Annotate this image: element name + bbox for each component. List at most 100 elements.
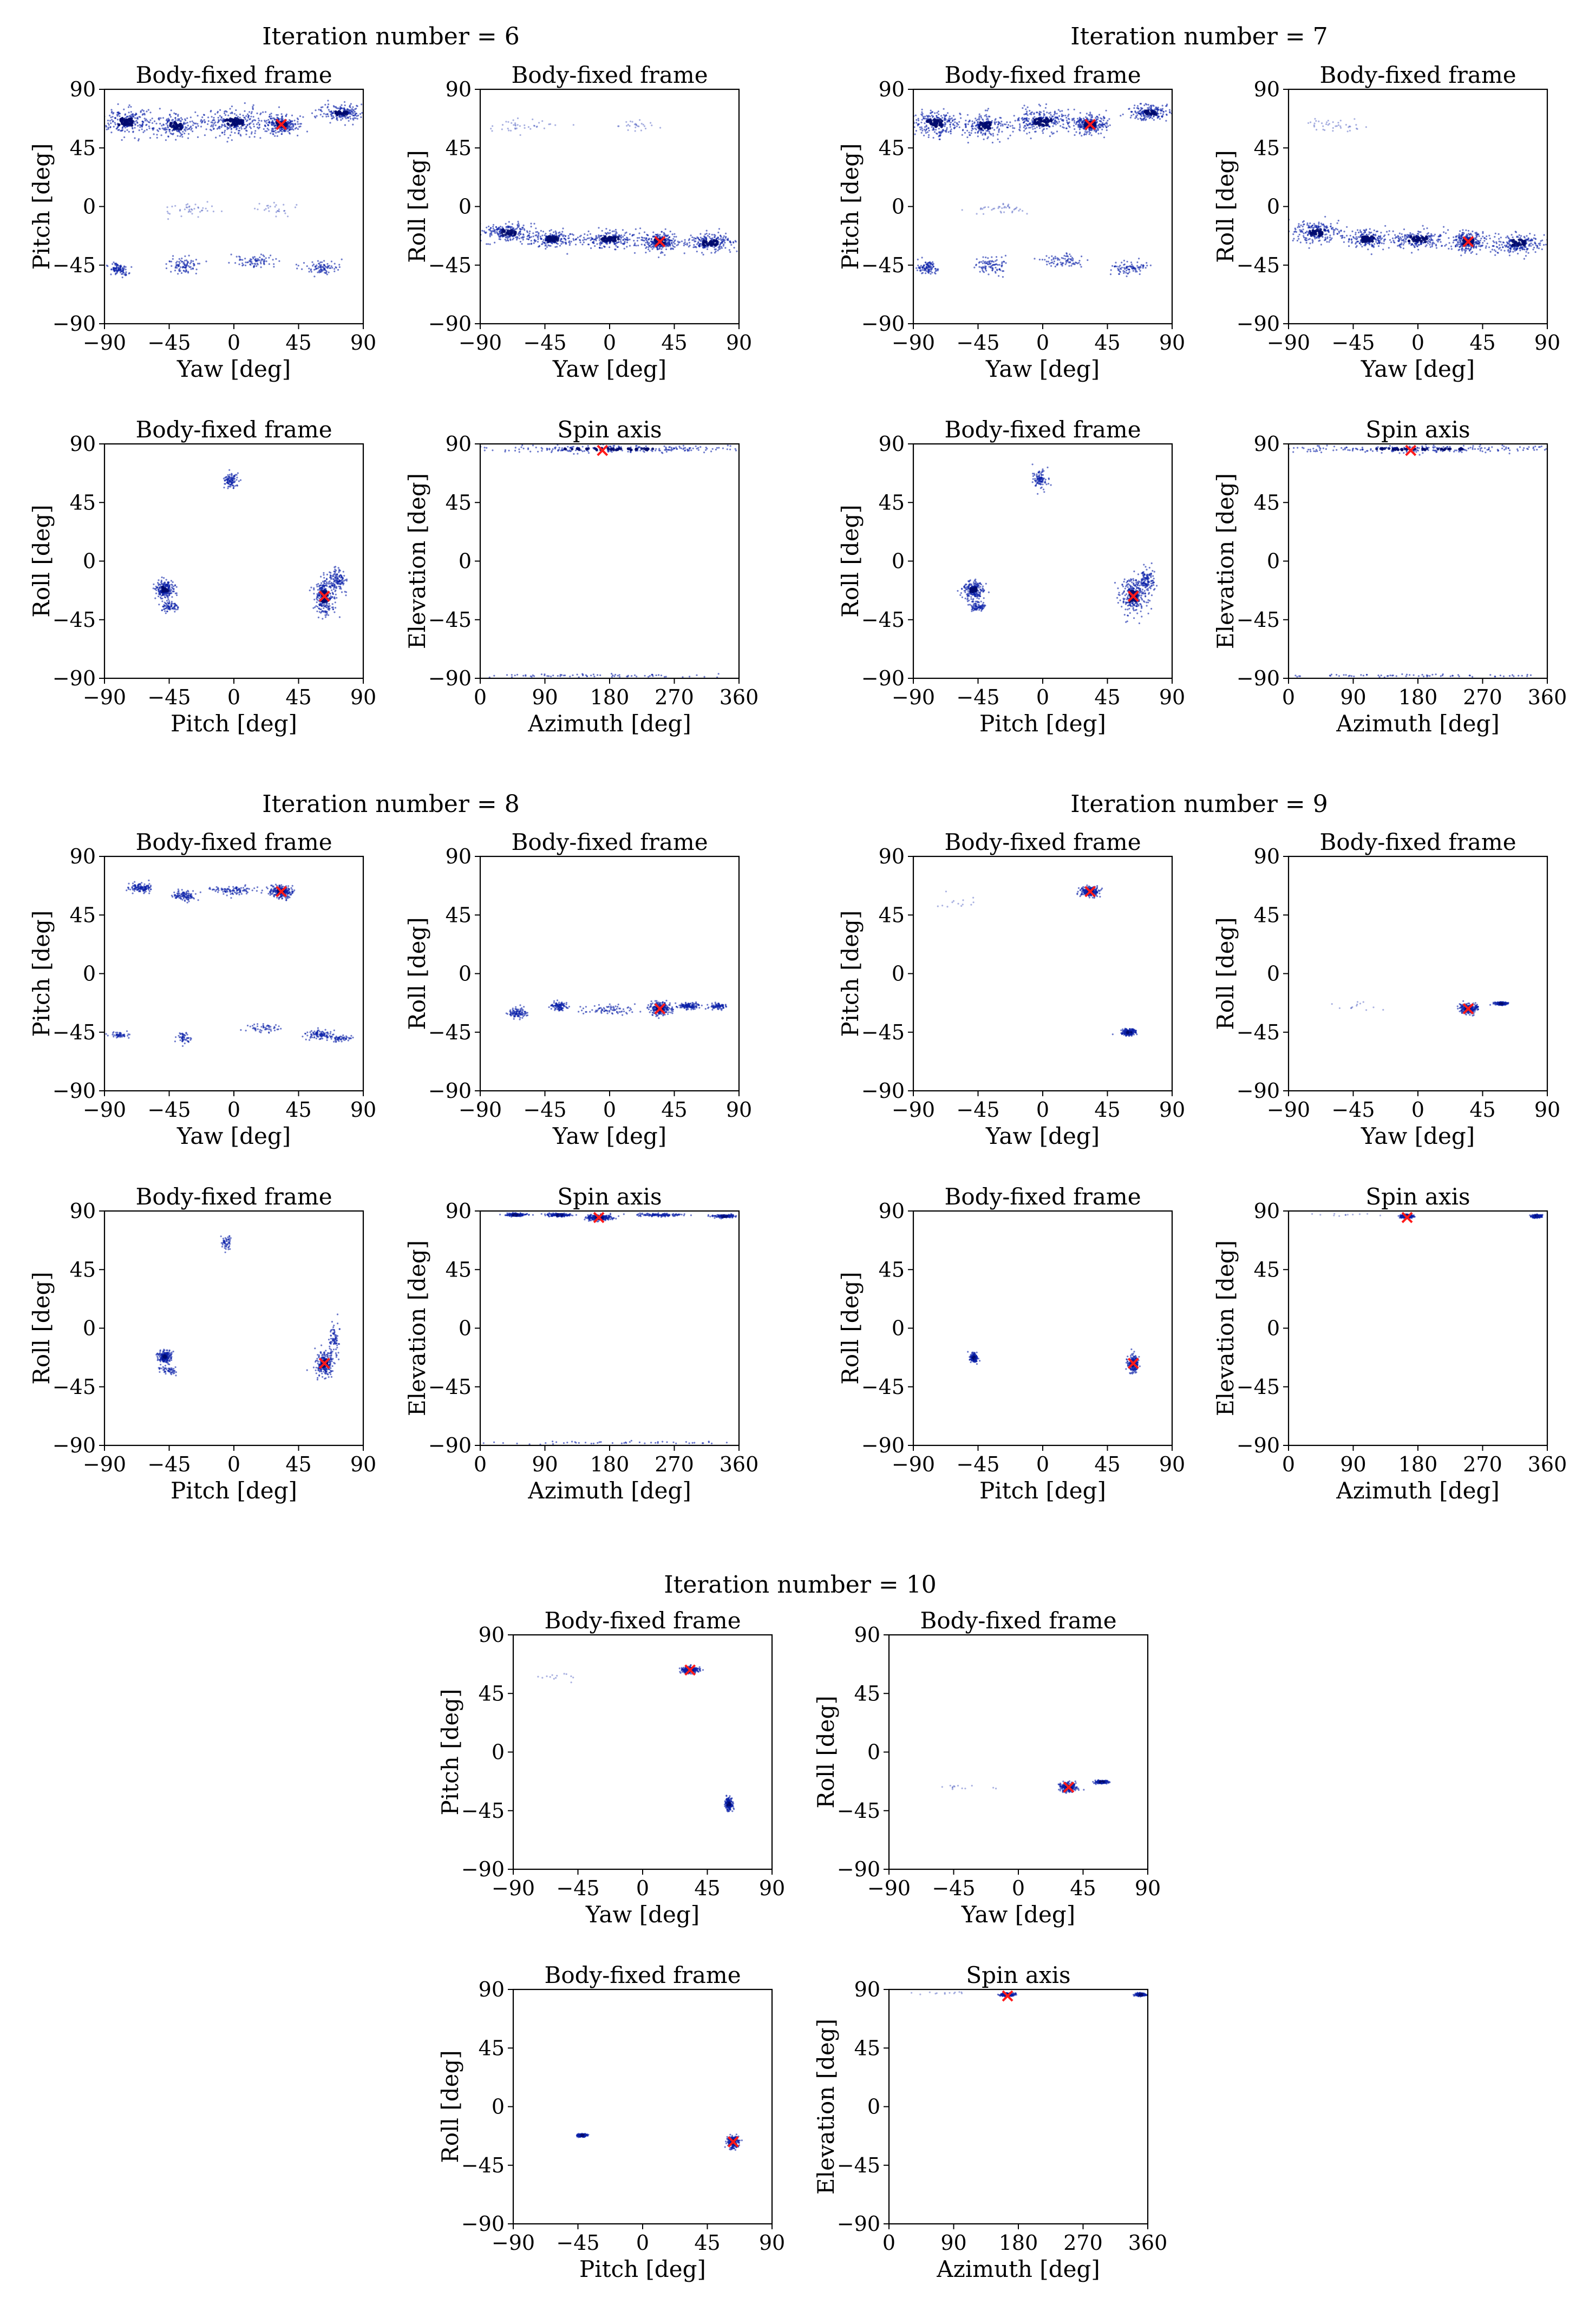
scatter-point: [1073, 125, 1075, 127]
scatter-point: [664, 449, 666, 451]
scatter-point: [508, 129, 510, 132]
scatter-point: [711, 239, 713, 241]
scatter-point: [253, 256, 256, 258]
scatter-point: [171, 592, 173, 594]
scatter-point: [115, 128, 117, 130]
scatter-point: [1101, 122, 1104, 124]
scatter-point: [552, 675, 554, 677]
scatter-point: [1150, 115, 1152, 117]
scatter-point: [572, 234, 574, 236]
scatter-point: [320, 268, 322, 271]
scatter-point: [264, 125, 267, 127]
scatter-point: [224, 131, 226, 133]
scatter-point: [280, 118, 282, 120]
scatter-point: [668, 237, 670, 239]
scatter-point: [329, 571, 331, 573]
scatter-point: [179, 120, 181, 122]
scatter-point: [599, 243, 601, 245]
scatter-point: [659, 449, 661, 452]
scatter-point: [331, 603, 334, 605]
scatter-point: [346, 109, 348, 111]
scatter-point: [655, 674, 657, 677]
scatter-point: [665, 238, 668, 240]
best-estimate-marker: [276, 119, 287, 130]
scatter-point: [970, 132, 972, 134]
scatter-point: [562, 227, 564, 230]
scatter-point: [518, 451, 520, 453]
scatter-point: [944, 119, 946, 121]
scatter-point: [776, 448, 778, 449]
scatter-point: [345, 110, 349, 114]
scatter-point: [609, 232, 611, 234]
scatter-point: [1087, 118, 1089, 121]
scatter-point: [675, 446, 677, 449]
scatter-point: [352, 123, 354, 126]
scatter-point: [516, 117, 519, 120]
scatter-point: [157, 581, 159, 584]
scatter-point: [1093, 122, 1096, 125]
scatter-point: [624, 240, 626, 243]
scatter-point: [1001, 123, 1003, 126]
scatter-point: [272, 128, 274, 130]
scatter-point: [545, 244, 547, 246]
scatter-point: [534, 234, 537, 237]
scatter-point: [1044, 117, 1048, 121]
scatter-point: [334, 268, 336, 270]
scatter-point: [708, 233, 710, 235]
scatter-point: [165, 579, 167, 581]
scatter-point: [355, 117, 357, 119]
scatter-point: [1150, 109, 1153, 111]
scatter-point: [227, 114, 230, 116]
scatter-point: [236, 114, 238, 116]
scatter-point: [1023, 113, 1025, 115]
scatter-point: [107, 122, 109, 125]
scatter-point: [316, 264, 318, 266]
scatter-point: [1023, 130, 1025, 132]
scatter-point: [179, 135, 181, 138]
scatter-point: [338, 264, 341, 266]
x-tick-label: 45: [285, 331, 311, 355]
scatter-point: [268, 210, 270, 212]
scatter-point: [231, 139, 233, 141]
scatter-point: [411, 450, 413, 452]
scatter-point: [977, 119, 979, 121]
scatter-point: [142, 131, 145, 133]
scatter-point: [651, 246, 653, 248]
scatter-point: [719, 243, 722, 245]
scatter-point: [509, 236, 511, 238]
scatter-point: [1100, 117, 1102, 119]
scatter-point: [649, 245, 651, 247]
scatter-point: [233, 475, 236, 477]
scatter-point: [335, 107, 337, 109]
scatter-point: [182, 130, 184, 133]
scatter-point: [236, 485, 239, 487]
scatter-point: [918, 119, 920, 122]
scatter-point: [165, 123, 167, 125]
scatter-point: [339, 107, 341, 109]
scatter-point: [934, 112, 936, 114]
scatter-point: [980, 131, 982, 133]
scatter-point: [693, 239, 695, 241]
scatter-point: [1033, 120, 1036, 123]
scatter-point: [185, 269, 187, 271]
scatter-point: [204, 134, 206, 136]
scatter-point: [178, 261, 180, 263]
scatter-point: [995, 118, 997, 120]
scatter-point: [1078, 128, 1081, 130]
scatter-point: [1098, 114, 1101, 116]
scatter-point: [638, 237, 640, 239]
scatter-point: [162, 587, 165, 591]
scatter-point: [265, 208, 267, 210]
scatter-point: [595, 235, 597, 237]
scatter-point: [165, 139, 167, 141]
scatter-point: [171, 605, 173, 607]
scatter-point: [540, 673, 543, 676]
scatter-point: [155, 585, 157, 587]
scatter-point: [168, 260, 171, 263]
scatter-point: [236, 479, 238, 481]
scatter-point: [644, 675, 646, 677]
y-tick-label: 45: [70, 136, 96, 160]
scatter-point: [245, 133, 247, 135]
scatter-point: [326, 267, 329, 269]
